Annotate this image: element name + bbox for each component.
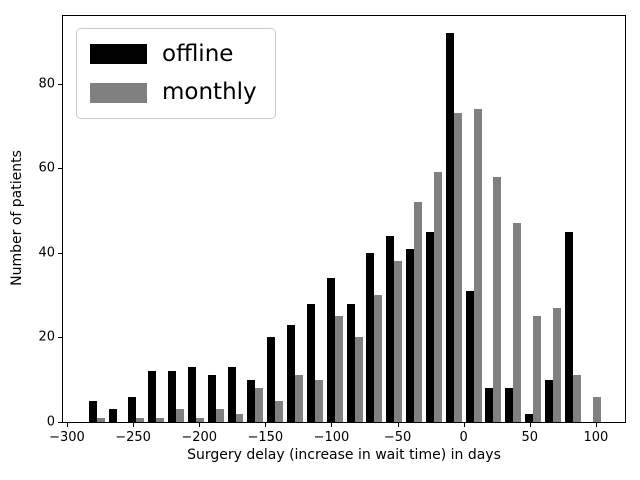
x-tick-label: −100	[313, 430, 350, 445]
x-tick-mark	[397, 423, 399, 427]
bar-offline	[386, 235, 395, 422]
bar-monthly	[136, 417, 145, 422]
bar-monthly	[354, 337, 363, 422]
x-tick-label: 0	[459, 430, 468, 445]
x-tick-mark	[133, 423, 135, 427]
bar-offline	[247, 379, 256, 422]
x-tick-mark	[265, 423, 267, 427]
x-tick-mark	[463, 423, 465, 427]
bar-monthly	[453, 113, 462, 422]
x-tick-mark	[199, 423, 201, 427]
bar-offline	[306, 303, 315, 422]
bar-offline	[326, 278, 335, 422]
bar-offline	[207, 375, 216, 422]
x-tick-mark	[66, 423, 68, 427]
x-axis-label: Surgery delay (increase in wait time) in…	[187, 447, 501, 463]
y-tick-label: 0	[46, 414, 55, 430]
bar-monthly	[195, 417, 204, 422]
x-tick-label: −50	[383, 430, 412, 445]
bar-offline	[128, 396, 137, 422]
x-tick-label: 50	[521, 430, 539, 445]
bar-monthly	[215, 409, 224, 422]
bar-offline	[366, 252, 375, 422]
legend: offline monthly	[76, 28, 276, 119]
y-tick-mark	[58, 168, 62, 170]
bar-offline	[227, 367, 236, 422]
bar-monthly	[414, 202, 422, 422]
x-tick-mark	[331, 423, 333, 427]
x-tick-label: 100	[583, 430, 609, 445]
bar-offline	[406, 248, 415, 422]
bar-offline	[168, 371, 177, 422]
bar-offline	[525, 413, 534, 422]
y-tick-label: 80	[38, 76, 55, 92]
legend-label-monthly: monthly	[162, 79, 257, 106]
bar-offline	[287, 324, 296, 422]
x-tick-mark	[529, 423, 531, 427]
bar-monthly	[275, 400, 284, 422]
legend-swatch-monthly	[90, 82, 147, 103]
bar-monthly	[533, 316, 542, 422]
x-tick-label: −150	[247, 430, 284, 445]
bar-offline	[88, 400, 97, 422]
y-tick-mark	[58, 252, 62, 254]
bar-monthly	[235, 413, 244, 422]
legend-swatch-offline	[90, 44, 147, 65]
y-tick-label: 60	[38, 160, 55, 176]
bar-offline	[187, 367, 196, 422]
bar-monthly	[176, 409, 184, 422]
bar-monthly	[334, 316, 343, 422]
legend-item-offline: offline	[90, 41, 257, 67]
bar-monthly	[96, 417, 105, 422]
bar-monthly	[156, 417, 165, 422]
bar-monthly	[255, 388, 264, 422]
x-tick-mark	[595, 423, 597, 427]
y-axis-label-box: Number of patients	[0, 15, 34, 421]
bar-offline	[505, 388, 514, 422]
bar-monthly	[433, 172, 442, 422]
y-tick-mark	[58, 83, 62, 85]
legend-label-offline: offline	[162, 41, 234, 67]
bar-monthly	[374, 295, 383, 422]
x-tick-label: −300	[49, 430, 85, 445]
bar-offline	[267, 337, 276, 422]
bar-monthly	[493, 176, 502, 422]
x-tick-label: −250	[115, 430, 151, 445]
bar-offline	[485, 388, 494, 422]
bar-offline	[545, 379, 553, 422]
bar-offline	[445, 32, 454, 422]
bar-offline	[346, 303, 355, 422]
bar-monthly	[295, 375, 303, 422]
plot-area: offline monthly −300 −250 −200 −150 −100 −50 0…	[38, 15, 626, 445]
y-tick-label: 40	[38, 245, 55, 261]
bar-monthly	[592, 396, 601, 422]
bar-monthly	[552, 307, 561, 422]
x-tick-label: −200	[181, 430, 218, 445]
bar-offline	[148, 371, 157, 422]
bar-monthly	[513, 223, 522, 422]
bar-offline	[465, 290, 474, 422]
bar-offline	[108, 409, 117, 422]
bar-offline	[564, 231, 573, 422]
legend-item-monthly: monthly	[90, 79, 257, 105]
y-tick-label: 20	[38, 329, 55, 345]
bar-monthly	[314, 379, 323, 422]
bar-monthly	[473, 109, 482, 422]
y-tick-mark	[58, 337, 62, 339]
bar-offline	[425, 231, 434, 422]
bar-monthly	[572, 375, 581, 422]
y-axis-label: Number of patients	[9, 150, 25, 286]
y-tick-mark	[58, 422, 62, 423]
bar-monthly	[394, 261, 403, 422]
